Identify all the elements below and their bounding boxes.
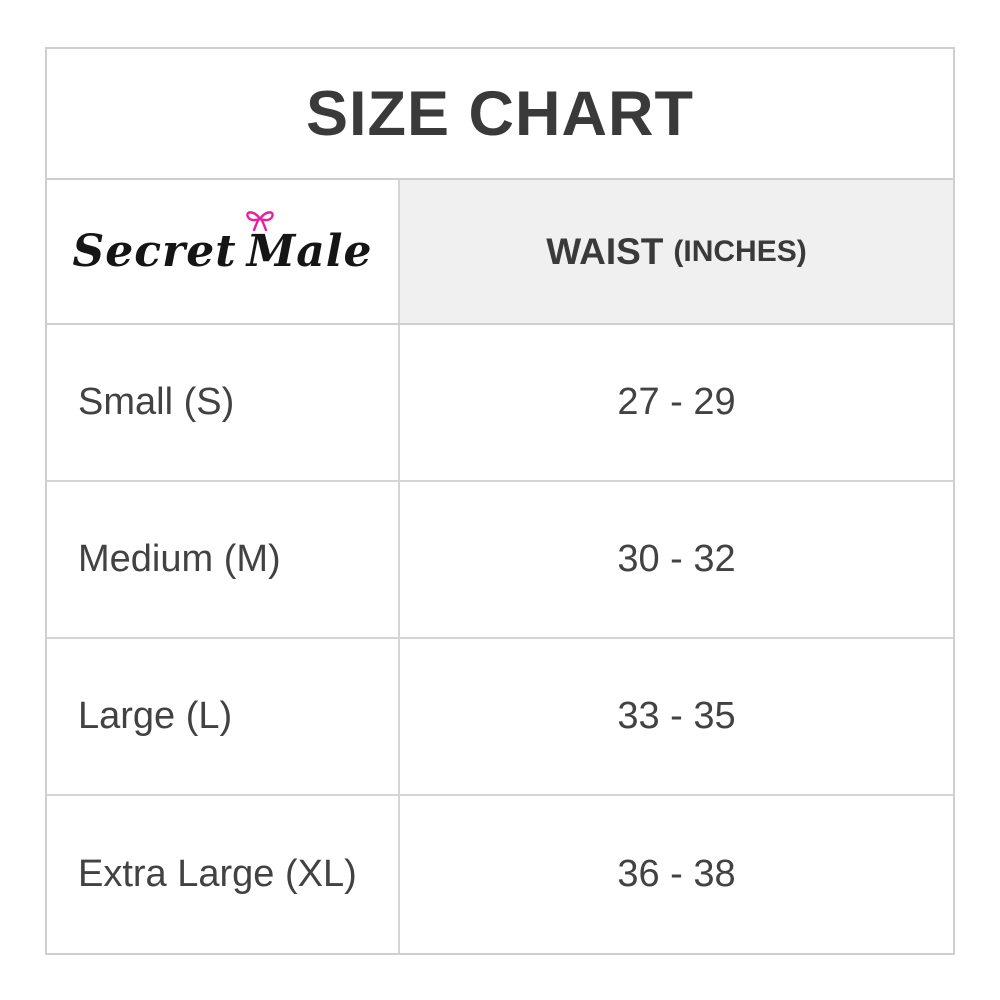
waist-value: 33 - 35 — [617, 695, 736, 737]
brand-logo: Secret Male — [72, 211, 373, 277]
size-label: Small (S) — [47, 325, 400, 480]
table-row-extra-large: Extra Large (XL) 36 - 38 — [47, 796, 953, 953]
waist-value: 27 - 29 — [617, 381, 736, 423]
table-header-row: Secret Male WAIST (INCHES) — [47, 180, 953, 325]
table-title-row: SIZE CHART — [47, 49, 953, 180]
size-label: Extra Large (XL) — [47, 796, 400, 953]
brand-name-second-wrap: Male — [245, 211, 373, 277]
waist-value: 36 - 38 — [617, 853, 736, 895]
waist-header-unit: (INCHES) — [673, 234, 807, 268]
waist-value: 30 - 32 — [617, 538, 736, 580]
waist-header-label: WAIST — [546, 230, 664, 272]
brand-name-second: Male — [246, 226, 373, 277]
waist-header-cell: WAIST (INCHES) — [400, 180, 953, 323]
size-label: Large (L) — [47, 639, 400, 794]
brand-name-first: Secret — [72, 226, 237, 277]
brand-logo-cell: Secret Male — [47, 180, 400, 323]
pink-bow-icon — [245, 211, 274, 232]
size-chart-table: SIZE CHART Secret Male WAIST (INCHES) Sma… — [45, 47, 955, 955]
table-row-large: Large (L) 33 - 35 — [47, 639, 953, 796]
size-label: Medium (M) — [47, 482, 400, 637]
table-row-small: Small (S) 27 - 29 — [47, 325, 953, 482]
page-title: SIZE CHART — [306, 78, 694, 149]
table-row-medium: Medium (M) 30 - 32 — [47, 482, 953, 639]
